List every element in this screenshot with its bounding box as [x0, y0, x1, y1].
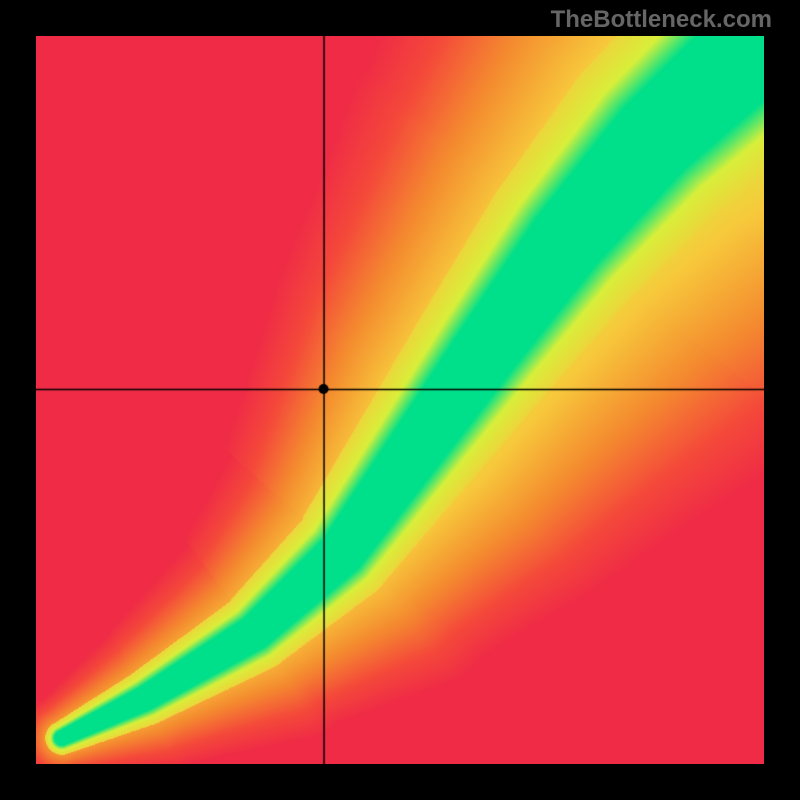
plot-area	[36, 36, 764, 764]
chart-frame: TheBottleneck.com	[0, 0, 800, 800]
watermark-text: TheBottleneck.com	[551, 6, 772, 34]
bottleneck-heatmap	[36, 36, 764, 764]
